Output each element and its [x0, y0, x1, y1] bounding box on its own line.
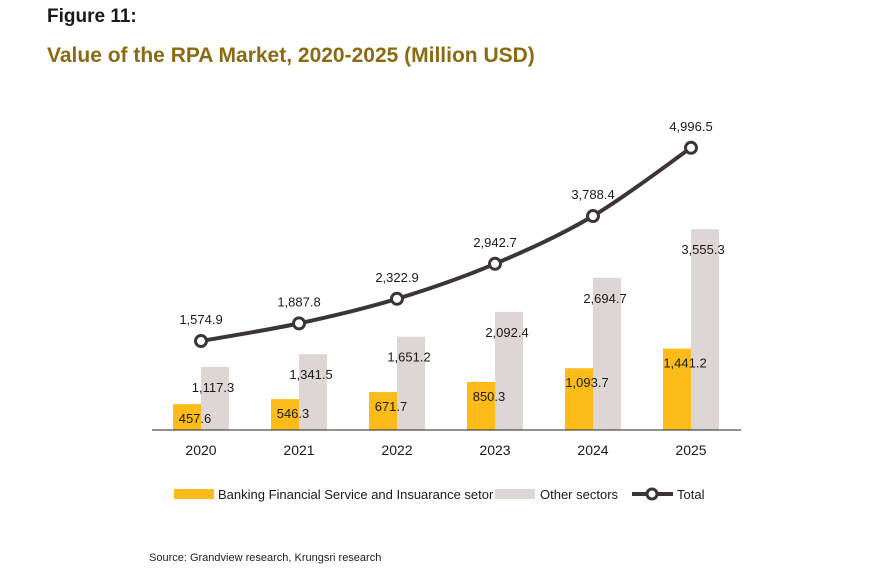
total-point-2021: [292, 316, 306, 331]
total-point-2022: [390, 291, 404, 306]
other-bar-2024: [593, 277, 621, 430]
other-bar-2021: [299, 354, 327, 430]
figure-label: Figure 11:: [47, 6, 137, 27]
bars-layer: [173, 229, 719, 430]
other-value-label-2025: 3,555.3: [681, 242, 724, 257]
total-point-2023: [488, 256, 502, 271]
total-value-label-2022: 2,322.9: [375, 270, 418, 285]
x-tick-label-2025: 2025: [675, 442, 706, 458]
total-value-label-2024: 3,788.4: [571, 187, 614, 202]
total-value-label-2025: 4,996.5: [669, 119, 712, 134]
total-value-label-2021: 1,887.8: [277, 294, 320, 309]
source-note: Source: Grandview research, Krungsri res…: [149, 552, 382, 564]
bfsi-bar-2025: [663, 348, 691, 430]
other-value-label-2022: 1,651.2: [387, 350, 430, 365]
other-value-label-2023: 2,092.4: [485, 325, 528, 340]
other-bar-2023: [495, 311, 523, 430]
x-tick-label-2024: 2024: [577, 442, 608, 458]
bfsi-value-label-2021: 546.3: [277, 406, 310, 421]
legend-swatch-other: [495, 489, 535, 499]
bfsi-value-label-2023: 850.3: [473, 389, 506, 404]
bfsi-value-label-2024: 1,093.7: [565, 375, 608, 390]
legend-swatch-total-marker: [645, 487, 659, 501]
bfsi-value-label-2020: 457.6: [179, 411, 212, 426]
chart-title: Value of the RPA Market, 2020-2025 (Mill…: [47, 44, 535, 67]
x-tick-label-2023: 2023: [479, 442, 510, 458]
legend-swatch-bfsi: [174, 489, 214, 499]
labels-layer: 2020 457.6 1,117.3 2021 546.3 1,341.5 2022 671.…: [179, 119, 725, 458]
x-tick-label-2021: 2021: [283, 442, 314, 458]
other-bar-2022: [397, 336, 425, 430]
total-point-2025: [684, 140, 698, 155]
bfsi-value-label-2022: 671.7: [375, 399, 408, 414]
bfsi-bar-2020: [173, 404, 201, 430]
other-value-label-2020: 1,117.3: [192, 380, 234, 395]
bfsi-bar-2022: [369, 392, 397, 430]
other-bar-2020: [201, 366, 229, 430]
legend: Banking Financial Service and Insuarance…: [174, 487, 705, 502]
legend-label-other: Other sectors: [540, 487, 619, 502]
legend-label-total: Total: [677, 487, 705, 502]
other-value-label-2024: 2,694.7: [583, 291, 626, 306]
x-tick-label-2022: 2022: [381, 442, 412, 458]
x-tick-label-2020: 2020: [185, 442, 216, 458]
legend-label-bfsi: Banking Financial Service and Insuarance…: [218, 487, 494, 502]
bfsi-bar-2021: [271, 399, 299, 430]
total-line-layer: [194, 140, 698, 349]
total-point-2024: [586, 209, 600, 224]
bfsi-bar-2024: [565, 368, 593, 430]
bfsi-bar-2023: [467, 381, 495, 430]
other-value-label-2021: 1,341.5: [289, 367, 332, 382]
total-value-label-2020: 1,574.9: [179, 312, 222, 327]
total-point-2020: [194, 334, 208, 349]
total-value-label-2023: 2,942.7: [473, 235, 516, 250]
other-bar-2025: [691, 229, 719, 430]
bfsi-value-label-2025: 1,441.2: [663, 356, 706, 371]
